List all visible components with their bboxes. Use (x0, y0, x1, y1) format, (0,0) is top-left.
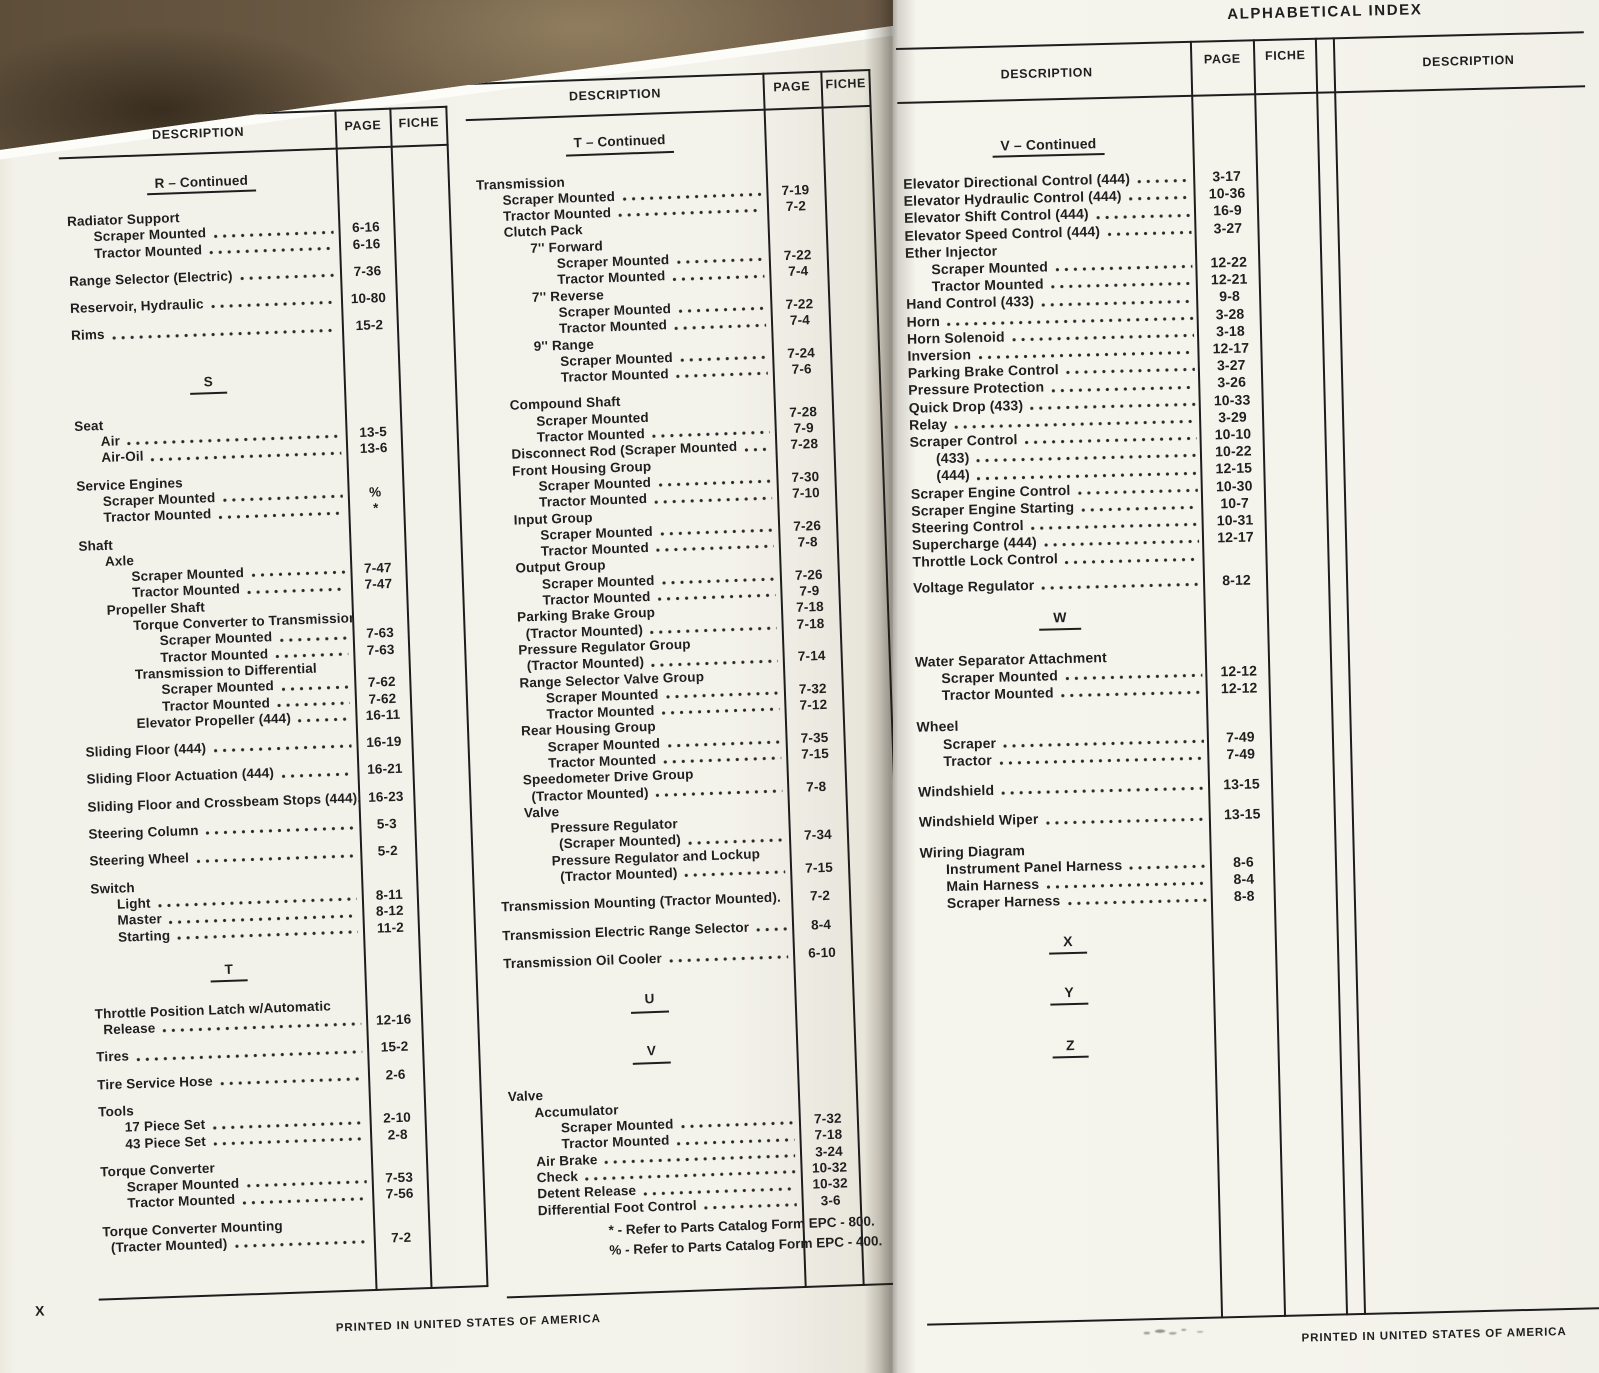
page-number: X (34, 1302, 45, 1319)
index-row: Range Selector (Electric) 7-36 (68, 263, 382, 289)
table-border (895, 31, 1584, 51)
ink-smudge (1139, 1322, 1214, 1341)
section-heading: V – Continued (902, 133, 1194, 160)
section-heading: X (922, 930, 1214, 958)
page-title: ALPHABETICAL INDEX (369, 57, 566, 82)
index-row: Reservoir, Hydraulic 10-80 (69, 290, 387, 317)
index-column-rows: T – Continued Transmission Scraper Mounted… (474, 119, 860, 1220)
index-table-right: DESCRIPTION PAGE FICHE DESCRIPTION V – C… (895, 31, 1599, 1341)
book-spine-shadow (864, 0, 916, 1373)
left-page: ALPHABETICAL INDEX DESCRIPTION PAGE FICH… (0, 26, 893, 1373)
printed-in-usa-right: PRINTED IN UNITED STATES OF AMERICA (1301, 1326, 1567, 1345)
index-row: Tires 15-2 (95, 1039, 409, 1065)
column-header-page: PAGE (1203, 51, 1241, 67)
index-column-rows: V – Continued Elevator Directional Contro… (902, 123, 1280, 1082)
index-row: Transmission Electric Range Selector 8-4 (501, 916, 832, 943)
right-page: ALPHABETICAL INDEX DESCRIPTION PAGE FICH… (893, 0, 1599, 1373)
index-row: Transmission Oil Cooler 6-10 (502, 944, 837, 972)
index-row: Windshield Wiper 13-15 (918, 805, 1261, 831)
section-heading: Y (923, 981, 1215, 1009)
column-header-fiche: FICHE (1264, 48, 1306, 64)
index-row: Tire Service Hose 2-6 (96, 1066, 406, 1093)
index-column-rows: R – Continued Radiator Support Scraper Mou… (65, 160, 429, 1257)
column-header-description: DESCRIPTION (1000, 65, 1093, 82)
left-page-content: ALPHABETICAL INDEX DESCRIPTION PAGE FICH… (34, 57, 893, 1335)
index-row: Sliding Floor Actuation (444) 16-21 (86, 761, 403, 788)
index-row: Steering Column 5-3 (88, 815, 398, 842)
section-heading: R – Continued (66, 170, 337, 198)
index-row: Voltage Regulator 8-12 (912, 571, 1252, 596)
table-border (1314, 37, 1349, 1316)
index-row: Transmission Mounting (Tractor Mounted).… (501, 888, 831, 915)
index-row: Windshield 13-15 (917, 775, 1261, 800)
index-table-left-1: DESCRIPTION PAGE FICHE R – Continued Radi… (57, 105, 489, 1301)
section-heading: T (93, 957, 365, 986)
footnotes: * - Refer to Parts Catalog Form EPC - 80… (608, 1211, 882, 1261)
index-row: Rims 15-2 (70, 317, 384, 344)
right-page-content: ALPHABETICAL INDEX DESCRIPTION PAGE FICH… (877, 0, 1599, 1373)
column-header-fiche: FICHE (825, 76, 867, 92)
index-row: Sliding Floor and Crossbeam Stops (444).… (87, 788, 404, 815)
table-border (506, 1282, 893, 1299)
index-row: Sliding Floor (444) 16-19 (85, 733, 402, 760)
page-title: ALPHABETICAL INDEX (1227, 1, 1423, 23)
section-heading: S (73, 369, 345, 398)
column-header-page: PAGE (344, 118, 382, 134)
column-header-description: DESCRIPTION (151, 124, 245, 143)
section-heading: U (504, 986, 795, 1018)
table-border (897, 85, 1586, 105)
column-header-fiche: FICHE (398, 115, 440, 131)
printed-in-usa-left: PRINTED IN UNITED STATES OF AMERICA (335, 1313, 602, 1335)
table-border (1332, 37, 1367, 1315)
index-table-left-2: DESCRIPTION PAGE FICHE T – Continued Tran… (464, 68, 893, 1299)
section-heading: T – Continued (474, 129, 765, 160)
index-row: Steering Wheel 5-2 (89, 843, 398, 869)
section-heading: V (506, 1038, 797, 1070)
section-heading: Z (924, 1034, 1216, 1062)
column-header-description-2: DESCRIPTION (1422, 52, 1515, 70)
table-border (927, 1306, 1599, 1326)
column-header-description: DESCRIPTION (568, 86, 662, 104)
column-header-page: PAGE (773, 79, 811, 95)
section-heading: W (914, 606, 1206, 634)
